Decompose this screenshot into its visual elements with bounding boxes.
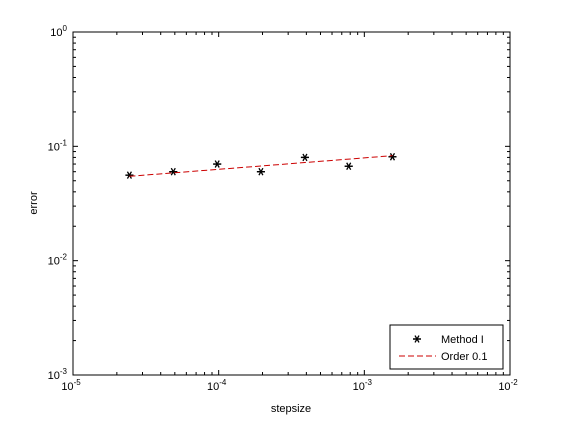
y-tick-label: 10-3: [48, 367, 68, 382]
y-axis-label: error: [28, 191, 40, 215]
legend-label-method-i: Method I: [441, 334, 484, 346]
y-tick-label: 100: [50, 24, 67, 39]
legend-box: [389, 324, 504, 370]
legend-star-icon: [413, 335, 421, 343]
data-point-method-i: [125, 171, 134, 179]
y-tick-label: 10-1: [48, 138, 68, 153]
x-tick-label: 10-5: [61, 378, 81, 393]
legend-marker-method-i: [413, 335, 421, 343]
legend-label-order: Order 0.1: [441, 351, 487, 363]
data-point-method-i: [213, 160, 222, 168]
plot-area: [72, 31, 511, 376]
x-tick-label: 10-4: [207, 378, 227, 393]
x-tick-label: 10-2: [498, 378, 518, 393]
legend: Method I Order 0.1: [389, 324, 504, 370]
data-point-method-i: [344, 162, 353, 171]
series-line-order: [129, 155, 393, 177]
x-tick-label: 10-3: [353, 378, 373, 393]
y-tick-label: 10-2: [48, 253, 68, 268]
data-point-method-i: [169, 167, 178, 176]
ticks-layer: 10-5 10-4 10-3 10-2 10-3 10-2 10-1 100: [48, 24, 519, 393]
data-point-method-i: [300, 153, 309, 162]
data-point-method-i: [256, 167, 265, 176]
series-layer: [125, 153, 397, 179]
data-point-method-i: [388, 153, 397, 161]
x-axis-label: stepsize: [271, 403, 311, 415]
